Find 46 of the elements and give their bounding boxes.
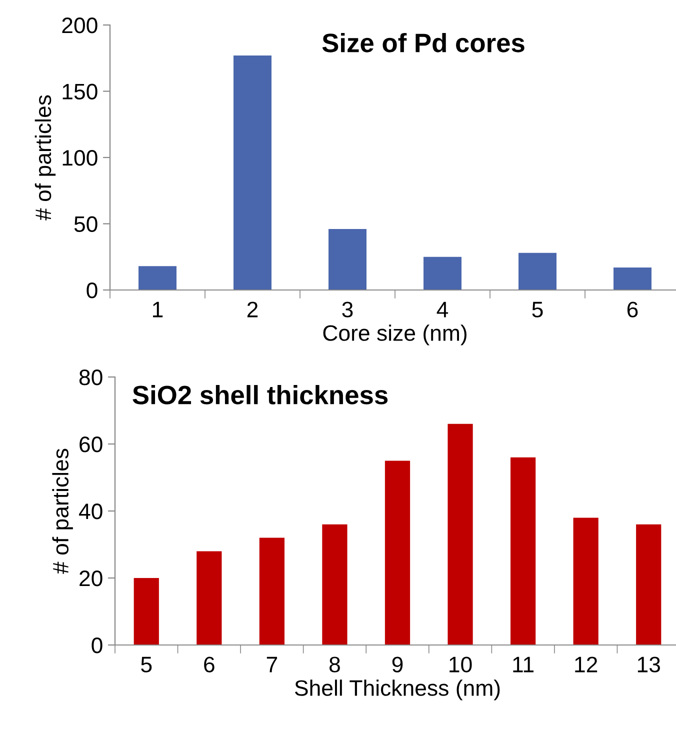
x-tick-label: 9 (392, 656, 403, 672)
y-tick-label: 20 (80, 570, 102, 586)
bar (614, 267, 652, 290)
bar (196, 551, 222, 645)
x-tick-label: 8 (330, 656, 340, 672)
y-tick-label: 0 (92, 638, 102, 654)
y-axis-title: # of particles (52, 448, 73, 574)
y-tick-label: 100 (62, 150, 98, 166)
y-axis-title: # of particles (34, 95, 56, 220)
x-tick-label: 5 (141, 656, 152, 672)
bar (448, 424, 473, 645)
x-tick-label: 3 (342, 302, 353, 318)
chart-title: SiO2 shell thickness (132, 385, 388, 404)
x-tick-label: 4 (436, 302, 448, 318)
bar (424, 256, 462, 290)
bar (259, 538, 284, 645)
chart-title: Size of Pd cores (322, 32, 524, 52)
y-tick-label: 50 (74, 216, 98, 232)
x-tick-label: 6 (204, 656, 214, 672)
x-tick-label: 2 (247, 302, 258, 318)
x-tick-label: 6 (627, 302, 638, 318)
bar (138, 266, 176, 290)
bar (636, 524, 662, 645)
y-tick-label: 200 (62, 18, 98, 34)
bar (134, 578, 159, 645)
y-tick-label: 60 (80, 436, 102, 452)
bar (234, 55, 272, 290)
bar (510, 457, 536, 645)
y-tick-label: 80 (79, 370, 102, 386)
x-axis-title: Core size (nm) (323, 324, 466, 346)
y-tick-label: 0 (86, 282, 98, 298)
x-tick-label: 10 (450, 656, 472, 672)
bar (518, 252, 556, 290)
x-axis-title: Shell Thickness (nm) (294, 680, 500, 700)
bar (384, 460, 410, 645)
bar (328, 229, 366, 290)
x-tick-label: 5 (532, 302, 543, 318)
bar (322, 524, 348, 645)
y-tick-label: 150 (62, 84, 98, 100)
y-tick-label: 40 (78, 504, 102, 520)
x-tick-label: 1 (153, 302, 163, 318)
x-tick-label: 11 (513, 656, 534, 672)
x-tick-label: 13 (638, 656, 660, 672)
x-tick-label: 12 (575, 656, 598, 672)
x-tick-label: 7 (266, 656, 278, 672)
bar (573, 518, 598, 645)
